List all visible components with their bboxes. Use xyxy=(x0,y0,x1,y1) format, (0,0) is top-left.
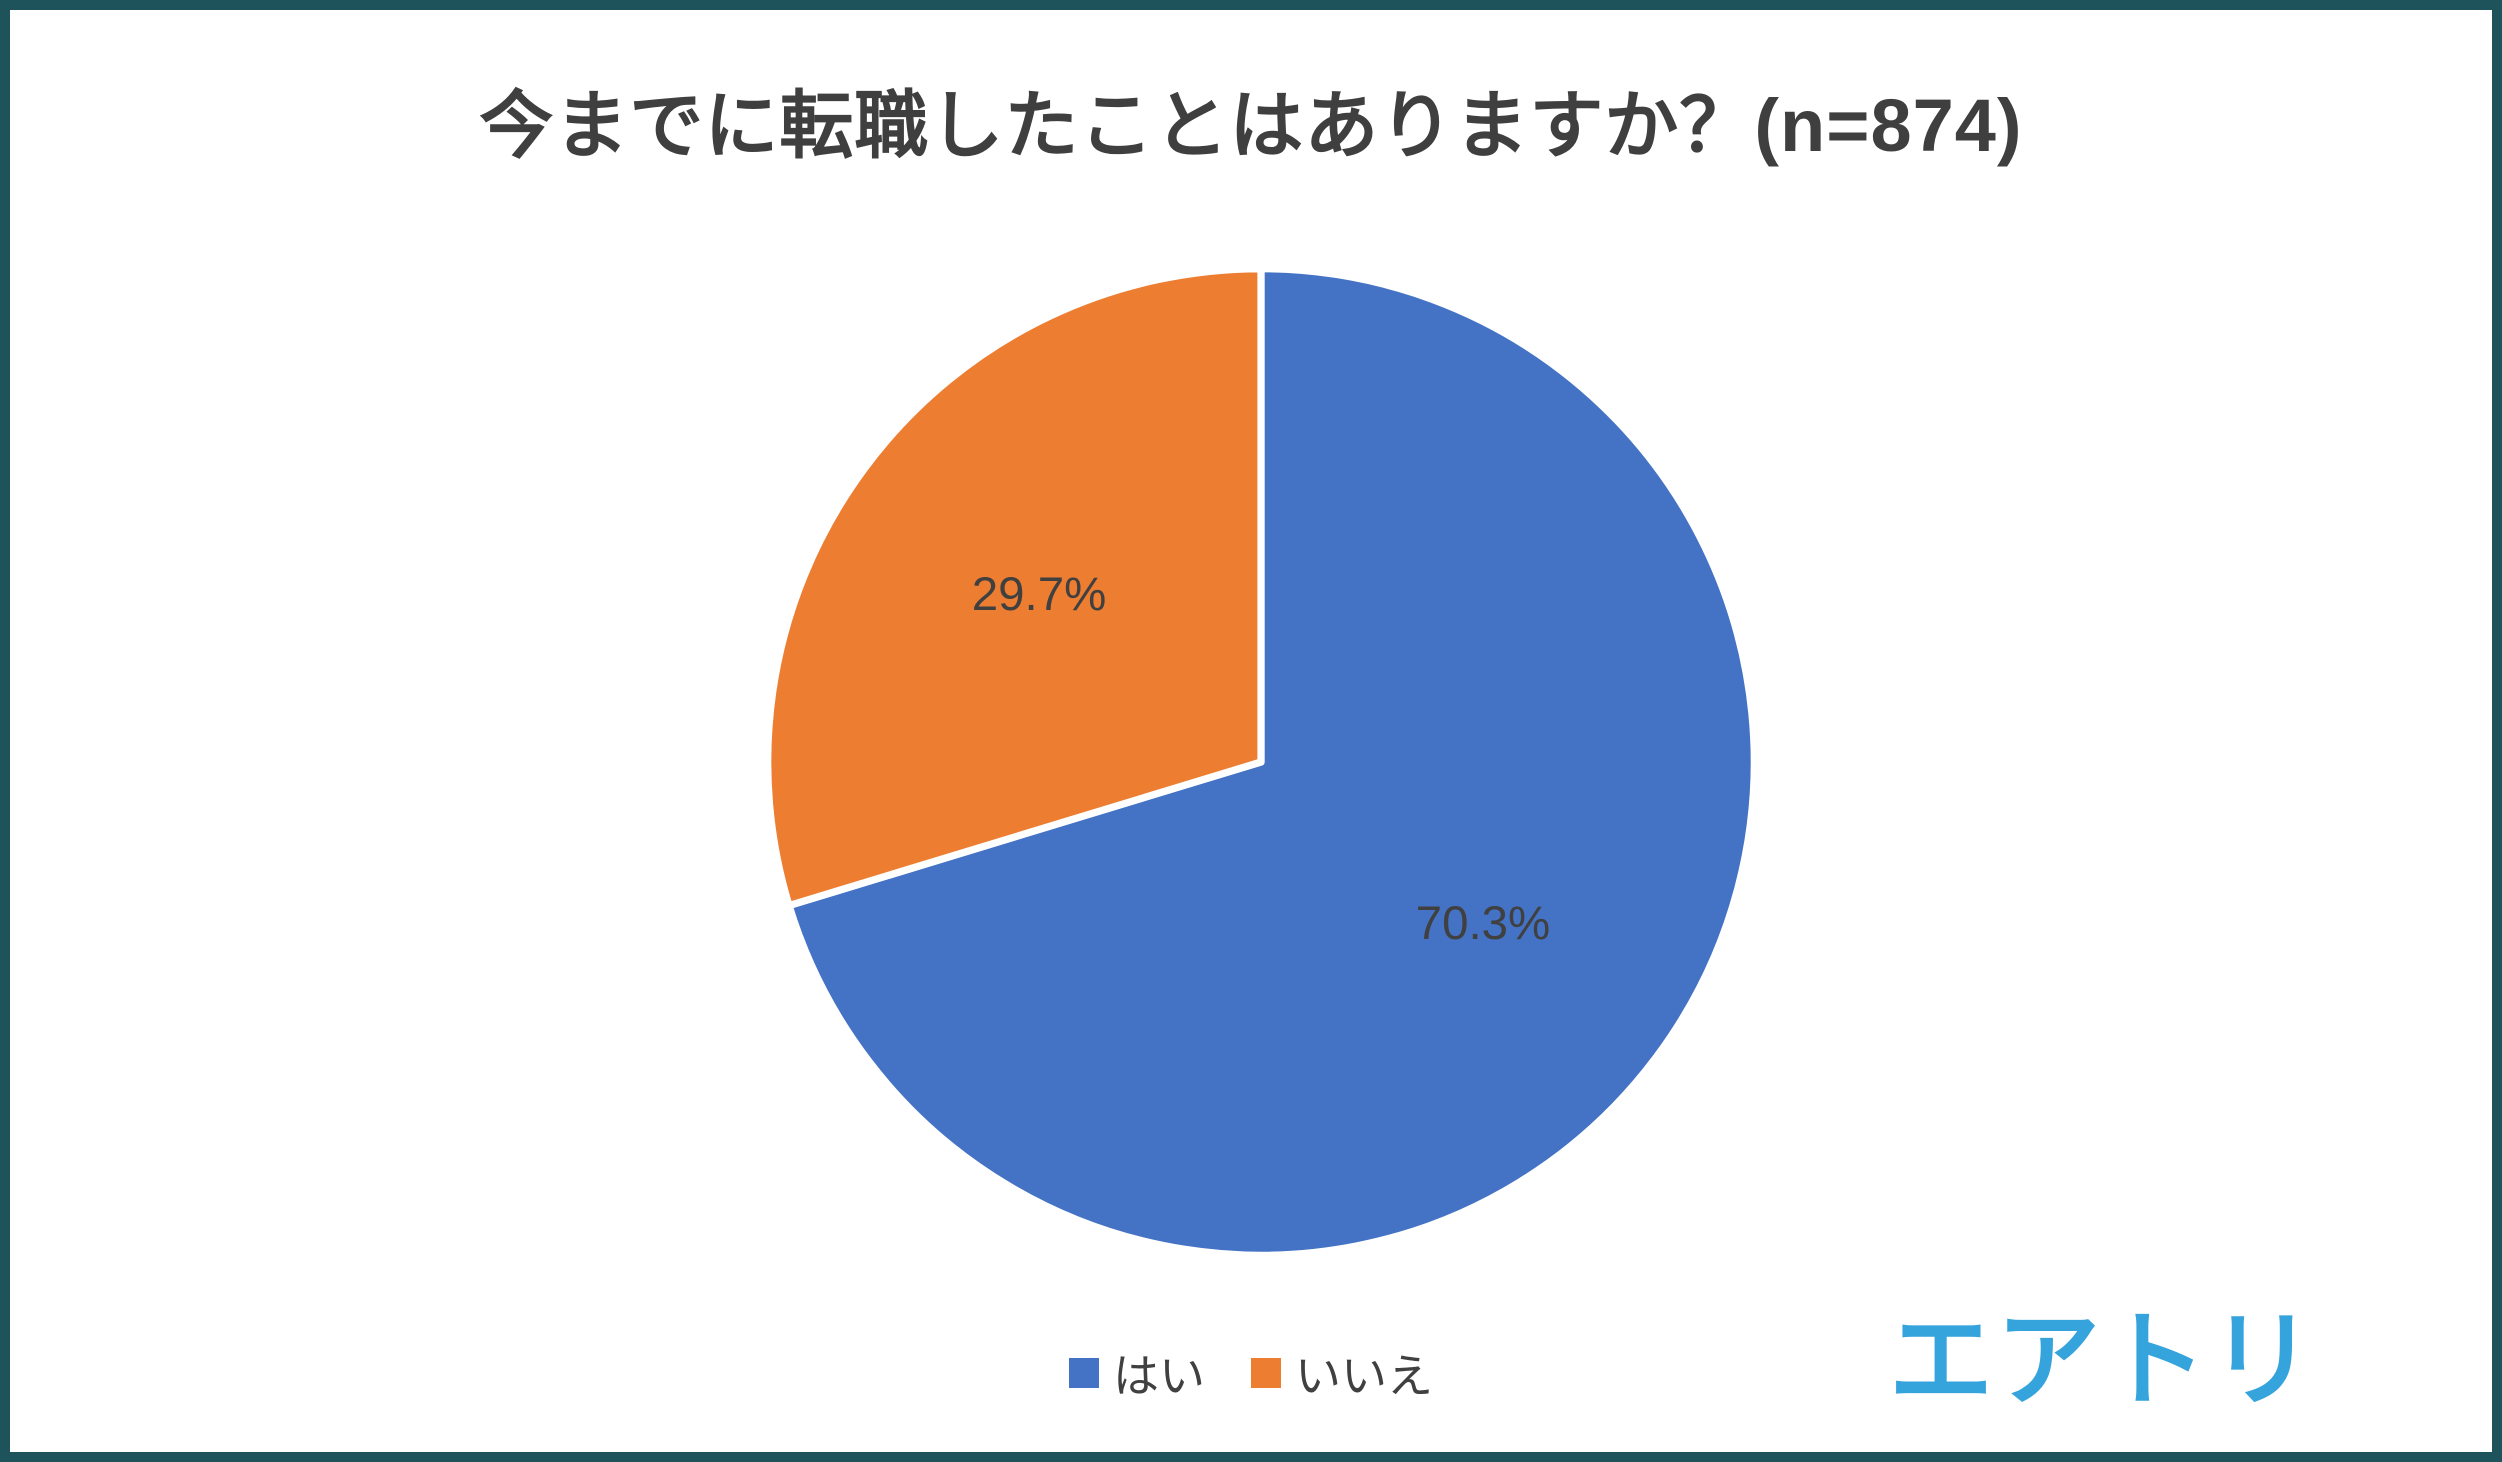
pie-slice-no xyxy=(764,265,1265,910)
legend-label-no: いいえ xyxy=(1295,1350,1433,1402)
legend: はい いいえ xyxy=(10,1340,2492,1406)
legend-item-no: いいえ xyxy=(1251,1340,1433,1406)
legend-swatch-no xyxy=(1251,1358,1281,1388)
legend-item-yes: はい xyxy=(1069,1340,1205,1406)
legend-label-yes: はい xyxy=(1113,1350,1205,1402)
airtrip-logo: エアトリ xyxy=(1888,1303,2317,1419)
pie-chart: 70.3% 29.7% xyxy=(764,265,1758,1259)
pie-slice-label-no: 29.7% xyxy=(972,568,1107,621)
pie-slice-yes xyxy=(785,265,1758,1259)
pie-slice-label-yes: 70.3% xyxy=(1416,897,1551,950)
legend-swatch-yes xyxy=(1069,1358,1099,1388)
chart-title: 今までに転職したことはありますか？(n=874) xyxy=(479,84,2023,167)
